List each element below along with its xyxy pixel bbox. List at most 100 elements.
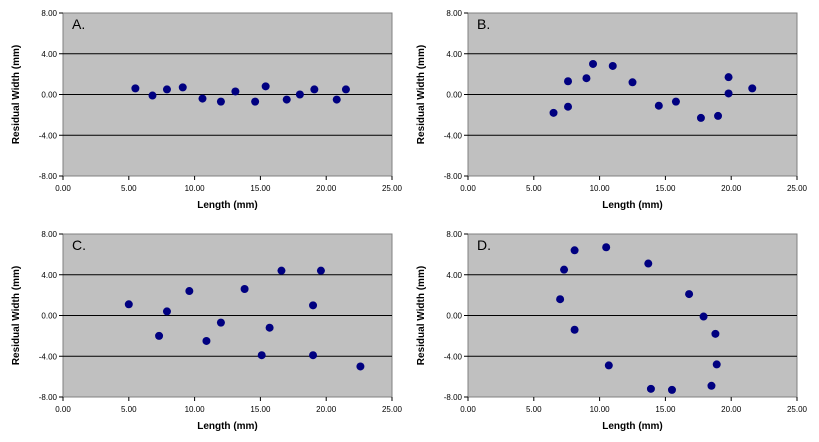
data-point <box>602 243 611 252</box>
x-tick-label: 5.00 <box>121 184 137 193</box>
data-point <box>604 361 613 370</box>
y-tick-label: 0.00 <box>446 91 462 100</box>
data-point <box>564 77 573 86</box>
y-tick-label: -4.00 <box>444 131 463 140</box>
x-tick-label: 15.00 <box>655 405 676 414</box>
y-tick-label: 4.00 <box>41 50 57 59</box>
data-point <box>216 318 225 327</box>
data-point <box>332 95 341 104</box>
data-point <box>316 266 325 275</box>
data-point <box>148 91 157 100</box>
data-point <box>356 362 365 371</box>
x-tick-label: 20.00 <box>721 184 742 193</box>
x-tick-label: 5.00 <box>526 405 542 414</box>
data-point <box>295 90 304 99</box>
data-point <box>560 265 569 274</box>
data-point <box>261 82 270 91</box>
data-point <box>748 84 757 93</box>
data-point <box>198 94 207 103</box>
data-point <box>341 85 350 94</box>
x-axis-label: Length (mm) <box>197 200 258 211</box>
y-tick-label: 4.00 <box>446 50 462 59</box>
data-point <box>178 83 187 92</box>
x-tick-label: 0.00 <box>55 405 71 414</box>
data-point <box>277 266 286 275</box>
panel-label: B. <box>477 16 490 32</box>
y-tick-label: 4.00 <box>41 271 57 280</box>
y-axis-label: Residual Width (mm) <box>416 45 427 144</box>
x-tick-label: 25.00 <box>787 184 808 193</box>
panel-1: 8.00 4.00 0.00 -4.00 -8.00 0.00 5.00 10.00 15.00… <box>11 9 403 211</box>
y-tick-label: 8.00 <box>41 9 57 18</box>
data-point <box>582 74 591 83</box>
data-point <box>654 101 663 110</box>
x-tick-label: 0.00 <box>55 184 71 193</box>
x-axis-label: Length (mm) <box>602 200 663 211</box>
data-point <box>724 89 733 98</box>
data-point <box>231 87 240 96</box>
x-tick-label: 10.00 <box>185 405 206 414</box>
x-tick-label: 15.00 <box>250 184 271 193</box>
x-tick-label: 25.00 <box>787 405 808 414</box>
y-tick-label: -8.00 <box>39 393 58 402</box>
x-tick-label: 20.00 <box>721 405 742 414</box>
y-axis-label: Residual Width (mm) <box>11 45 22 144</box>
data-point <box>131 84 140 93</box>
panel-label: A. <box>72 16 85 32</box>
y-tick-label: 0.00 <box>41 312 57 321</box>
data-point <box>711 329 720 338</box>
y-tick-label: 8.00 <box>446 230 462 239</box>
data-point <box>240 285 249 294</box>
y-tick-label: 4.00 <box>446 271 462 280</box>
x-tick-label: 15.00 <box>655 184 676 193</box>
data-point <box>608 61 617 70</box>
x-tick-label: 20.00 <box>316 405 337 414</box>
y-axis-label: Residual Width (mm) <box>11 266 22 365</box>
data-point <box>124 300 133 309</box>
data-point <box>589 59 598 68</box>
data-point <box>309 301 318 310</box>
y-tick-label: -4.00 <box>39 352 58 361</box>
data-point <box>155 331 164 340</box>
panel-label: D. <box>477 237 491 253</box>
x-tick-label: 0.00 <box>460 405 476 414</box>
panel-3: 8.00 4.00 0.00 -4.00 -8.00 0.00 5.00 10.00 15.00… <box>11 230 403 432</box>
x-axis-label: Length (mm) <box>602 421 663 432</box>
data-point <box>257 351 266 360</box>
y-tick-label: -4.00 <box>444 352 463 361</box>
y-tick-label: -4.00 <box>39 131 58 140</box>
data-point <box>699 312 708 321</box>
x-tick-label: 0.00 <box>460 184 476 193</box>
data-point <box>646 384 655 393</box>
y-axis-label: Residual Width (mm) <box>416 266 427 365</box>
panel-label: C. <box>72 237 86 253</box>
y-tick-label: 8.00 <box>41 230 57 239</box>
x-axis-label: Length (mm) <box>197 421 258 432</box>
data-point <box>202 336 211 345</box>
data-point <box>216 97 225 106</box>
data-point <box>724 73 733 82</box>
y-tick-label: -8.00 <box>444 393 463 402</box>
x-tick-label: 10.00 <box>590 184 611 193</box>
data-point <box>712 360 721 369</box>
y-tick-label: 0.00 <box>446 312 462 321</box>
data-point <box>185 287 194 296</box>
x-tick-label: 20.00 <box>316 184 337 193</box>
data-point <box>667 385 676 394</box>
data-point <box>251 97 260 106</box>
data-point <box>564 102 573 111</box>
data-point <box>644 259 653 268</box>
y-tick-label: -8.00 <box>39 172 58 181</box>
data-point <box>685 290 694 299</box>
data-point <box>265 323 274 332</box>
data-point <box>309 351 318 360</box>
data-point <box>162 85 171 94</box>
data-point <box>162 307 171 316</box>
data-point <box>556 295 565 304</box>
panel-4: 8.00 4.00 0.00 -4.00 -8.00 0.00 5.00 10.00 15.00… <box>416 230 808 432</box>
x-tick-label: 15.00 <box>250 405 271 414</box>
x-tick-label: 10.00 <box>185 184 206 193</box>
x-tick-label: 5.00 <box>121 405 137 414</box>
x-tick-label: 25.00 <box>382 184 403 193</box>
